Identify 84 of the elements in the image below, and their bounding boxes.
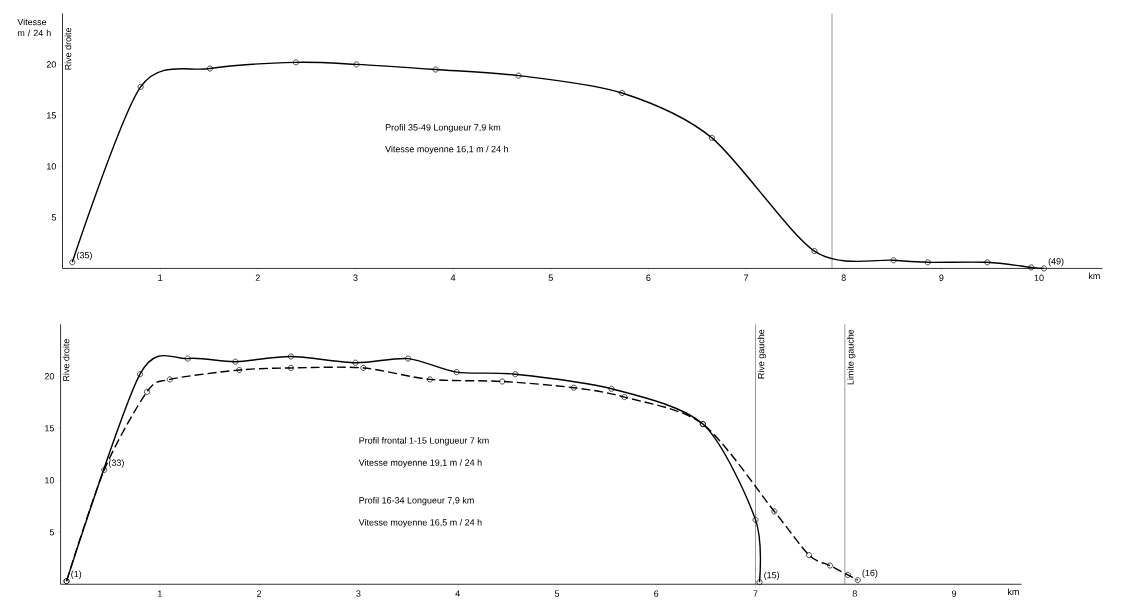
x-tick-label: 5 <box>548 274 553 281</box>
point <box>352 359 359 366</box>
point <box>426 376 433 383</box>
point <box>101 466 108 473</box>
point <box>292 59 299 66</box>
x-tick-label: 8 <box>841 274 846 281</box>
annotation: (15) <box>764 571 780 580</box>
x-tick-label: 8 <box>852 590 857 597</box>
point <box>854 577 861 584</box>
point <box>752 516 759 523</box>
y-tick-label: 10 <box>47 163 56 170</box>
point <box>771 508 778 515</box>
annotation: Vitesse moyenne 16,5 m / 24 h <box>358 518 482 528</box>
x-tick-label: 4 <box>450 274 456 281</box>
annotation: Vitesse moyenne 19,1 m / 24 h <box>358 459 482 468</box>
y-tick-label: 20 <box>44 373 55 380</box>
point <box>608 385 615 392</box>
point <box>515 72 522 79</box>
point <box>184 355 191 362</box>
x-tick-label: 2 <box>257 590 262 597</box>
x-tick-label: 9 <box>939 274 944 281</box>
x-tick-label: 3 <box>356 590 361 597</box>
annotation: (33) <box>109 459 124 468</box>
point <box>512 371 519 378</box>
point <box>432 66 439 73</box>
point <box>236 367 243 373</box>
point <box>570 384 577 391</box>
x-axis-title: km <box>1088 272 1100 280</box>
x-tick-label: 1 <box>158 590 162 597</box>
annotation: (35) <box>77 251 92 261</box>
x-tick-label: 6 <box>654 590 659 597</box>
point <box>287 353 294 360</box>
x-tick-label: 1 <box>158 274 163 281</box>
point <box>811 248 818 255</box>
x-tick-label: 9 <box>951 590 957 597</box>
annotation: Profil 16-34 Longueur 7,9 km <box>359 496 474 506</box>
x-axis-title: km <box>1008 588 1019 595</box>
point <box>924 259 931 266</box>
y-tick-label: 5 <box>49 529 55 536</box>
x-tick-label: 2 <box>255 274 260 281</box>
point <box>708 134 715 141</box>
point <box>621 394 628 400</box>
point <box>890 257 897 264</box>
x-tick-label: 5 <box>554 590 560 597</box>
x-tick-label: 7 <box>744 274 749 281</box>
point <box>827 562 833 569</box>
annotation: Rive droite <box>64 27 72 70</box>
x-tick-label: 4 <box>455 590 460 597</box>
point <box>1028 264 1035 271</box>
annotation: Vitesse moyenne 16,1 m / 24 h <box>385 145 508 155</box>
x-tick-label: 3 <box>353 274 358 281</box>
annotation: (16) <box>862 569 878 578</box>
y-tick-label: 15 <box>47 112 56 119</box>
point <box>232 358 239 365</box>
x-tick-label: 6 <box>646 274 651 281</box>
ref-line-label: Rive gauche <box>757 329 767 379</box>
annotation: (49) <box>1048 257 1064 267</box>
point <box>499 378 506 385</box>
point <box>144 388 150 395</box>
point <box>360 365 367 371</box>
point <box>405 355 411 362</box>
annotation: (1) <box>71 570 82 579</box>
point <box>166 376 173 383</box>
annotation: Profil frontal 1-15 Longueur 7 km <box>359 437 489 446</box>
y-tick-label: 5 <box>51 214 56 221</box>
y-tick-label: 15 <box>45 425 55 432</box>
point <box>984 259 991 266</box>
point <box>619 90 625 96</box>
point <box>287 365 294 371</box>
point <box>207 65 213 72</box>
y-tick-label: 20 <box>46 61 56 68</box>
annotation: Rive droite <box>62 339 70 381</box>
ref-line-label: Limite gauche <box>847 329 856 385</box>
point <box>353 61 360 68</box>
y-tick-label: 10 <box>45 477 55 484</box>
point <box>806 552 813 559</box>
y-axis-title: Vitesse m / 24 h <box>17 18 51 37</box>
point <box>137 83 144 90</box>
annotation: Profil 35-49 Longueur 7,9 km <box>385 123 501 133</box>
point <box>453 369 460 376</box>
x-tick-label: 7 <box>753 590 758 597</box>
point <box>844 571 851 578</box>
point <box>137 371 143 378</box>
x-tick-label: 10 <box>1034 274 1044 281</box>
